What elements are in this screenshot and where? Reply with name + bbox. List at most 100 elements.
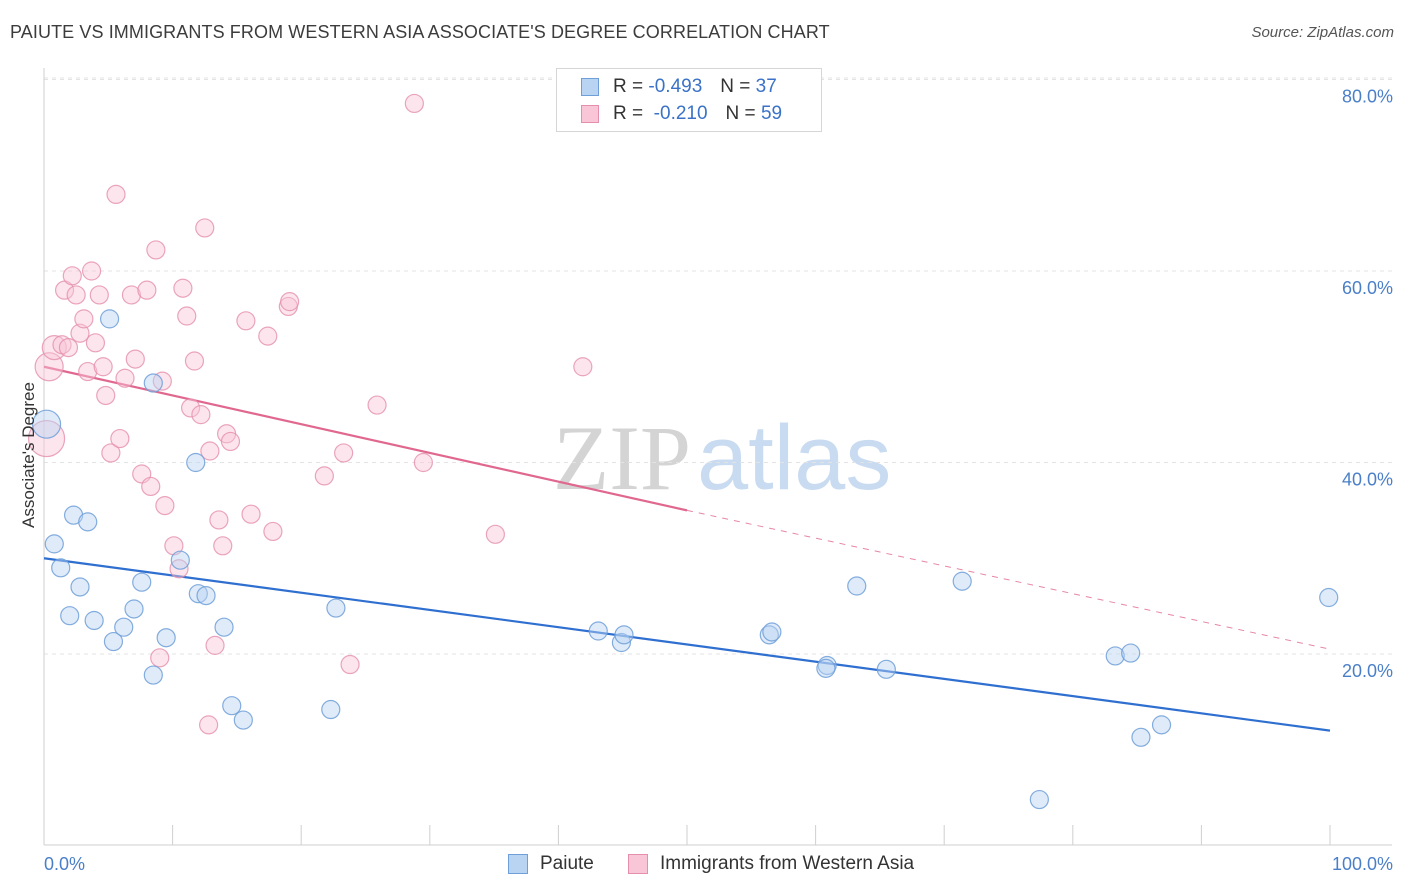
data-point-immigrants bbox=[205, 635, 225, 655]
data-point-immigrants bbox=[101, 443, 121, 463]
data-point-paiute bbox=[103, 631, 124, 652]
bottom-legend-swatch-immigrants bbox=[628, 854, 648, 874]
data-point-paiute bbox=[99, 309, 120, 329]
trend-lines bbox=[43, 365, 1331, 732]
data-point-immigrants bbox=[155, 495, 175, 516]
data-point-immigrants bbox=[70, 323, 90, 343]
data-point-immigrants bbox=[181, 398, 201, 418]
data-point-immigrants bbox=[367, 395, 387, 415]
data-point-immigrants bbox=[85, 333, 106, 353]
grid-lines bbox=[44, 77, 1392, 655]
data-point-immigrants bbox=[191, 405, 211, 425]
chart-title: PAIUTE VS IMMIGRANTS FROM WESTERN ASIA A… bbox=[10, 22, 830, 42]
data-point-immigrants bbox=[106, 184, 126, 204]
data-point-paiute bbox=[188, 584, 208, 604]
data-point-paiute bbox=[1121, 643, 1141, 663]
data-point-immigrants bbox=[81, 261, 102, 281]
legend-n-value: 59 bbox=[760, 103, 783, 124]
legend-n-label: N = bbox=[720, 76, 751, 97]
data-point-immigrants bbox=[177, 306, 197, 326]
data-point-immigrants bbox=[573, 357, 593, 377]
data-point-immigrants bbox=[184, 351, 205, 371]
data-point-paiute bbox=[31, 409, 62, 439]
data-point-immigrants bbox=[236, 311, 256, 331]
legend-row-paiute: R = -0.493 N = 37 bbox=[581, 76, 777, 98]
data-point-immigrants bbox=[195, 218, 215, 238]
legend-r-label: R = bbox=[613, 76, 644, 97]
data-point-immigrants bbox=[110, 428, 130, 449]
data-point-immigrants bbox=[78, 361, 98, 382]
data-point-paiute bbox=[196, 585, 216, 606]
data-point-paiute bbox=[1151, 715, 1172, 735]
data-point-paiute bbox=[222, 696, 242, 716]
data-point-immigrants bbox=[340, 654, 360, 675]
data-point-immigrants bbox=[74, 309, 94, 329]
data-point-paiute bbox=[759, 625, 779, 645]
data-point-immigrants bbox=[280, 292, 300, 312]
data-point-paiute bbox=[84, 610, 104, 631]
data-point-paiute bbox=[44, 534, 64, 554]
data-points bbox=[27, 93, 1339, 810]
legend-n-label: N = bbox=[725, 103, 756, 124]
data-point-paiute bbox=[588, 621, 608, 641]
data-point-immigrants bbox=[258, 326, 278, 346]
legend-r-label: R = bbox=[613, 103, 644, 124]
axis-labels: 20.0% 40.0% 60.0% 80.0% 0.0% 100.0% Associate'… bbox=[19, 87, 1393, 875]
trend-line-paiute bbox=[43, 557, 1331, 732]
data-point-paiute bbox=[114, 617, 134, 637]
data-point-immigrants bbox=[199, 715, 219, 735]
data-point-immigrants bbox=[58, 338, 79, 358]
data-point-immigrants bbox=[146, 240, 166, 260]
data-point-paiute bbox=[214, 617, 234, 637]
data-point-immigrants bbox=[93, 357, 113, 377]
legend-r-value: -0.493 bbox=[648, 76, 703, 97]
data-point-immigrants bbox=[150, 648, 170, 668]
data-point-paiute bbox=[143, 373, 163, 393]
data-point-immigrants bbox=[263, 521, 283, 542]
data-point-immigrants bbox=[209, 510, 229, 530]
data-point-paiute bbox=[124, 599, 144, 619]
data-point-immigrants bbox=[485, 524, 505, 544]
data-point-immigrants bbox=[62, 266, 82, 286]
bottom-legend-swatch-paiute bbox=[508, 854, 528, 874]
data-point-immigrants bbox=[121, 285, 142, 305]
data-point-paiute bbox=[1131, 727, 1151, 747]
trend-line-immigrants bbox=[43, 365, 688, 512]
data-point-immigrants bbox=[115, 368, 135, 388]
y-tick-label: 20.0% bbox=[1342, 661, 1393, 681]
data-point-immigrants bbox=[66, 285, 86, 305]
y-tick-label: 40.0% bbox=[1342, 470, 1393, 490]
data-point-paiute bbox=[952, 571, 972, 591]
data-point-paiute bbox=[1105, 646, 1125, 666]
data-point-immigrants bbox=[404, 93, 424, 114]
data-point-paiute bbox=[876, 659, 896, 679]
data-point-immigrants bbox=[213, 536, 233, 556]
data-point-paiute bbox=[321, 699, 341, 720]
bottom-legend-label-paiute: Paiute bbox=[540, 853, 594, 874]
data-point-immigrants bbox=[164, 536, 184, 556]
data-point-paiute bbox=[156, 628, 176, 648]
data-point-immigrants bbox=[314, 466, 334, 486]
data-point-immigrants bbox=[96, 385, 116, 406]
data-point-paiute bbox=[762, 622, 782, 642]
data-point-immigrants bbox=[125, 349, 145, 369]
data-point-paiute bbox=[60, 606, 80, 626]
watermark-zip: ZIP bbox=[553, 407, 691, 509]
data-point-paiute bbox=[186, 452, 206, 473]
watermark: ZIPatlas bbox=[553, 405, 891, 511]
data-point-paiute bbox=[611, 632, 632, 653]
legend-row-immigrants: R = -0.210 N = 59 bbox=[581, 103, 782, 125]
data-point-immigrants bbox=[334, 443, 354, 463]
legend-swatch-immigrants bbox=[581, 105, 599, 123]
bottom-legend-immigrants: Immigrants from Western Asia bbox=[628, 852, 914, 876]
data-point-immigrants bbox=[413, 452, 433, 473]
data-point-paiute bbox=[233, 710, 253, 730]
bottom-legend-label-immigrants: Immigrants from Western Asia bbox=[660, 853, 915, 874]
data-point-immigrants bbox=[173, 278, 193, 298]
y-axis-label: Associate's Degree bbox=[19, 382, 38, 528]
legend-n-value: 37 bbox=[755, 76, 777, 97]
data-point-paiute bbox=[326, 598, 346, 618]
bottom-legend-paiute: Paiute bbox=[508, 852, 594, 876]
source-label: Source: ZipAtlas.com bbox=[1251, 24, 1394, 41]
legend-r-value: -0.210 bbox=[653, 103, 708, 124]
